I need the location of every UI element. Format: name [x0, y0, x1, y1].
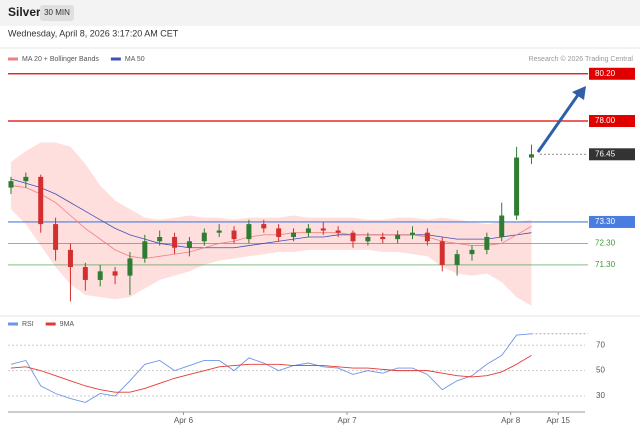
candle-body: [499, 215, 505, 237]
level-tag: [589, 67, 635, 80]
candle-body: [112, 271, 118, 276]
x-tick-label: Apr 15: [546, 416, 570, 425]
x-tick-label: Apr 7: [337, 416, 357, 425]
legend-swatch: [8, 322, 18, 326]
y-tick-label: 50: [596, 366, 605, 375]
arrow-head: [572, 86, 586, 100]
candle-body: [380, 236, 386, 240]
candle-body: [439, 241, 445, 265]
candle-body: [38, 176, 44, 225]
bollinger-band: [10, 142, 532, 306]
candle-body: [514, 157, 520, 216]
candle-body: [157, 236, 163, 242]
candle-body: [484, 236, 490, 250]
level-label: 80.20: [595, 69, 616, 78]
ma50-line: [10, 178, 532, 249]
legend-swatch: [45, 322, 56, 326]
timestamp: Wednesday, April 8, 2026 3:17:20 AM CET: [8, 28, 179, 38]
forecast-arrow: [536, 91, 582, 153]
interval-badge[interactable]: [40, 5, 74, 21]
legend-label: RSI: [22, 321, 34, 328]
candle-body: [261, 224, 267, 229]
level-label: 71.30: [595, 260, 616, 269]
candle-body: [142, 241, 148, 259]
symbol: Silver: [8, 5, 41, 19]
legend-label: 9MA: [60, 321, 75, 328]
y-tick-label: 30: [596, 391, 605, 400]
header-bar: [0, 0, 640, 26]
candle-body: [305, 228, 311, 233]
legend-label: MA 50: [125, 56, 145, 63]
level-label: 73.30: [595, 217, 616, 226]
level-tag: [589, 115, 635, 128]
candle-body: [172, 236, 178, 248]
candle-body: [320, 228, 326, 231]
candle-body: [186, 241, 192, 248]
legend-label: MA 20 + Bollinger Bands: [22, 56, 99, 63]
level-tag: [589, 148, 635, 161]
candle-body: [424, 232, 430, 242]
candle-body: [97, 271, 103, 280]
candle-body: [528, 154, 534, 158]
candle-body: [201, 232, 207, 242]
candle-body: [216, 230, 222, 233]
level-label: 78.00: [595, 116, 616, 125]
candle-body: [8, 181, 14, 188]
level-label: 76.45: [595, 149, 616, 158]
candle-body: [365, 236, 371, 242]
candle-body: [67, 249, 73, 268]
candle-body: [231, 230, 237, 240]
candle-body: [82, 267, 88, 280]
candle-body: [291, 232, 297, 237]
candle-body: [23, 176, 29, 182]
candle-body: [127, 258, 133, 276]
rsi-line: [10, 333, 532, 403]
legend-swatch: [8, 57, 18, 61]
x-tick-label: Apr 6: [174, 416, 194, 425]
candle-body: [469, 249, 475, 255]
candle-body: [409, 232, 415, 235]
interval[interactable]: 30 MIN: [44, 8, 70, 17]
rsi-line: [10, 355, 532, 393]
candle-body: [350, 232, 356, 242]
candle-body: [53, 224, 59, 250]
candle-body: [246, 224, 252, 240]
candle-body: [335, 230, 341, 233]
y-tick-label: 70: [596, 340, 605, 349]
candle-body: [395, 234, 401, 240]
source: Research © 2026 Trading Central: [529, 55, 634, 63]
x-tick-label: Apr 8: [501, 416, 521, 425]
candle-body: [276, 228, 282, 237]
candle-body: [454, 254, 460, 265]
level-label: 72.30: [595, 239, 616, 248]
legend-swatch: [110, 57, 121, 61]
level-tag: [589, 215, 635, 228]
